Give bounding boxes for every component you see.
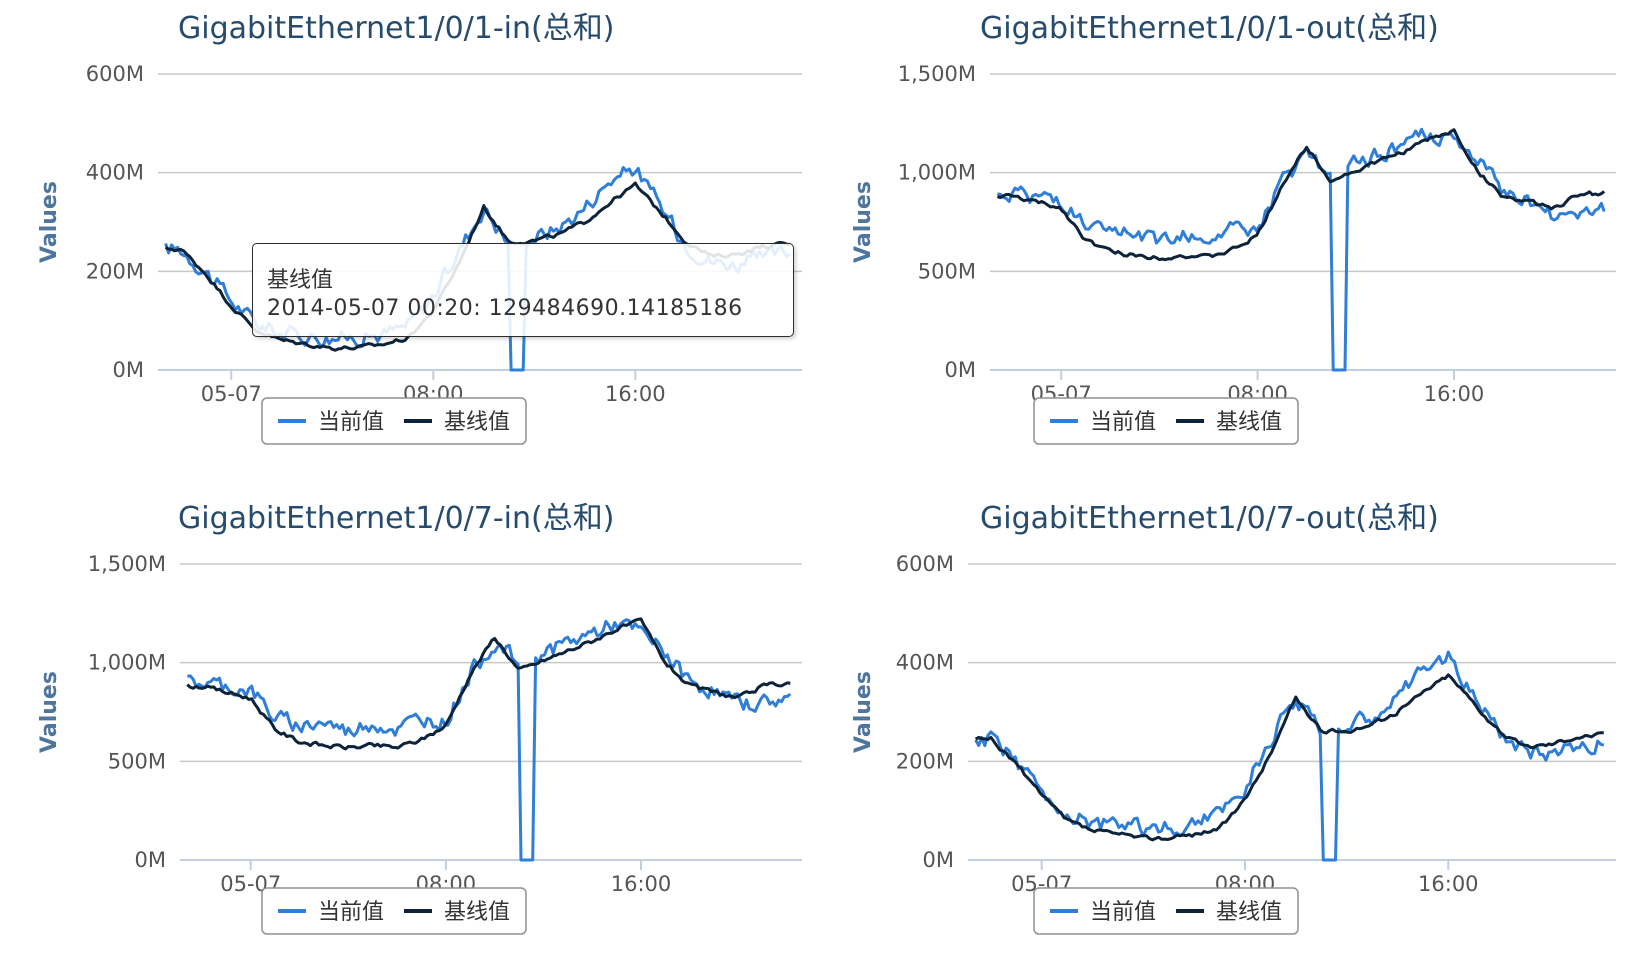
y-tick-label: 200M — [896, 749, 954, 773]
legend-box — [261, 887, 527, 935]
chart-4-svg: GigabitEthernet1/0/7-out(总和) 0M 200M 400M 60… — [851, 501, 1616, 935]
chart-title: GigabitEthernet1/0/7-out(总和) — [980, 501, 1439, 536]
chart-2-svg: GigabitEthernet1/0/1-out(总和) 0M 500M 1,000M… — [851, 11, 1616, 445]
x-tick-label: 05-07 — [201, 382, 262, 406]
chart-panel-2: GigabitEthernet1/0/1-out(总和) 0M 500M 1,000M… — [814, 0, 1628, 490]
y-tick-label: 600M — [86, 62, 144, 86]
y-tick-label: 1,000M — [898, 161, 976, 185]
chart-tooltip: 基线值 2014-05-07 00:20: 129484690.14185186 — [252, 243, 794, 337]
x-tick-label: 16:00 — [1418, 872, 1479, 896]
chart-panel-4: GigabitEthernet1/0/7-out(总和) 0M 200M 400M 60… — [814, 490, 1628, 980]
legend-label: 基线值 — [1216, 900, 1282, 925]
tooltip-value: 2014-05-07 00:20: 129484690.14185186 — [267, 296, 743, 321]
series-line-baseline — [974, 673, 1604, 842]
series-line-baseline — [996, 128, 1606, 262]
y-tick-label: 0M — [135, 848, 166, 872]
y-tick-label: 0M — [923, 848, 954, 872]
y-axis-label: Values — [37, 671, 62, 753]
chart-title: GigabitEthernet1/0/1-in(总和) — [178, 11, 614, 46]
y-tick-label: 1,000M — [88, 651, 166, 675]
x-tick-label: 16:00 — [611, 872, 672, 896]
chart-panel-3: GigabitEthernet1/0/7-in(总和) 0M 500M 1,000M 1… — [0, 490, 814, 980]
legend-label: 当前值 — [318, 900, 384, 925]
chart-1-svg: GigabitEthernet1/0/1-in(总和) 0M 200M 400M 600… — [37, 11, 802, 445]
chart-legend: 当前值 基线值 — [1033, 887, 1299, 935]
legend-box — [261, 397, 527, 445]
legend-box — [1033, 887, 1299, 935]
y-axis-label: Values — [37, 181, 62, 263]
y-tick-label: 0M — [945, 358, 976, 382]
legend-box — [1033, 397, 1299, 445]
chart-title: GigabitEthernet1/0/1-out(总和) — [980, 11, 1439, 46]
y-tick-label: 400M — [86, 161, 144, 185]
series-line-current — [997, 127, 1606, 372]
x-tick-label: 16:00 — [1424, 382, 1485, 406]
y-tick-label: 400M — [896, 651, 954, 675]
chart-legend: 当前值 基线值 — [261, 397, 527, 445]
chart-legend: 当前值 基线值 — [261, 887, 527, 935]
y-tick-label: 0M — [113, 358, 144, 382]
legend-label: 当前值 — [1090, 900, 1156, 925]
y-tick-label: 600M — [896, 552, 954, 576]
y-tick-label: 200M — [86, 259, 144, 283]
y-tick-label: 500M — [108, 749, 166, 773]
x-tick-label: 16:00 — [605, 382, 666, 406]
y-tick-label: 1,500M — [898, 62, 976, 86]
y-axis-label: Values — [851, 671, 876, 753]
series-line-baseline — [186, 617, 791, 751]
y-tick-label: 500M — [918, 259, 976, 283]
legend-label: 基线值 — [444, 410, 510, 435]
chart-legend: 当前值 基线值 — [1033, 397, 1299, 445]
tooltip-series-name: 基线值 — [267, 268, 334, 293]
legend-label: 基线值 — [1216, 410, 1282, 435]
chart-title: GigabitEthernet1/0/7-in(总和) — [178, 501, 614, 536]
series-line-current — [187, 618, 792, 862]
legend-label: 当前值 — [1090, 410, 1156, 435]
chart-3-svg: GigabitEthernet1/0/7-in(总和) 0M 500M 1,000M 1… — [37, 501, 802, 935]
series-line-current — [974, 650, 1605, 862]
y-tick-label: 1,500M — [88, 552, 166, 576]
legend-label: 基线值 — [444, 900, 510, 925]
legend-label: 当前值 — [318, 410, 384, 435]
chart-panel-1: GigabitEthernet1/0/1-in(总和) 0M 200M 400M 600… — [0, 0, 814, 490]
y-axis-label: Values — [851, 181, 876, 263]
